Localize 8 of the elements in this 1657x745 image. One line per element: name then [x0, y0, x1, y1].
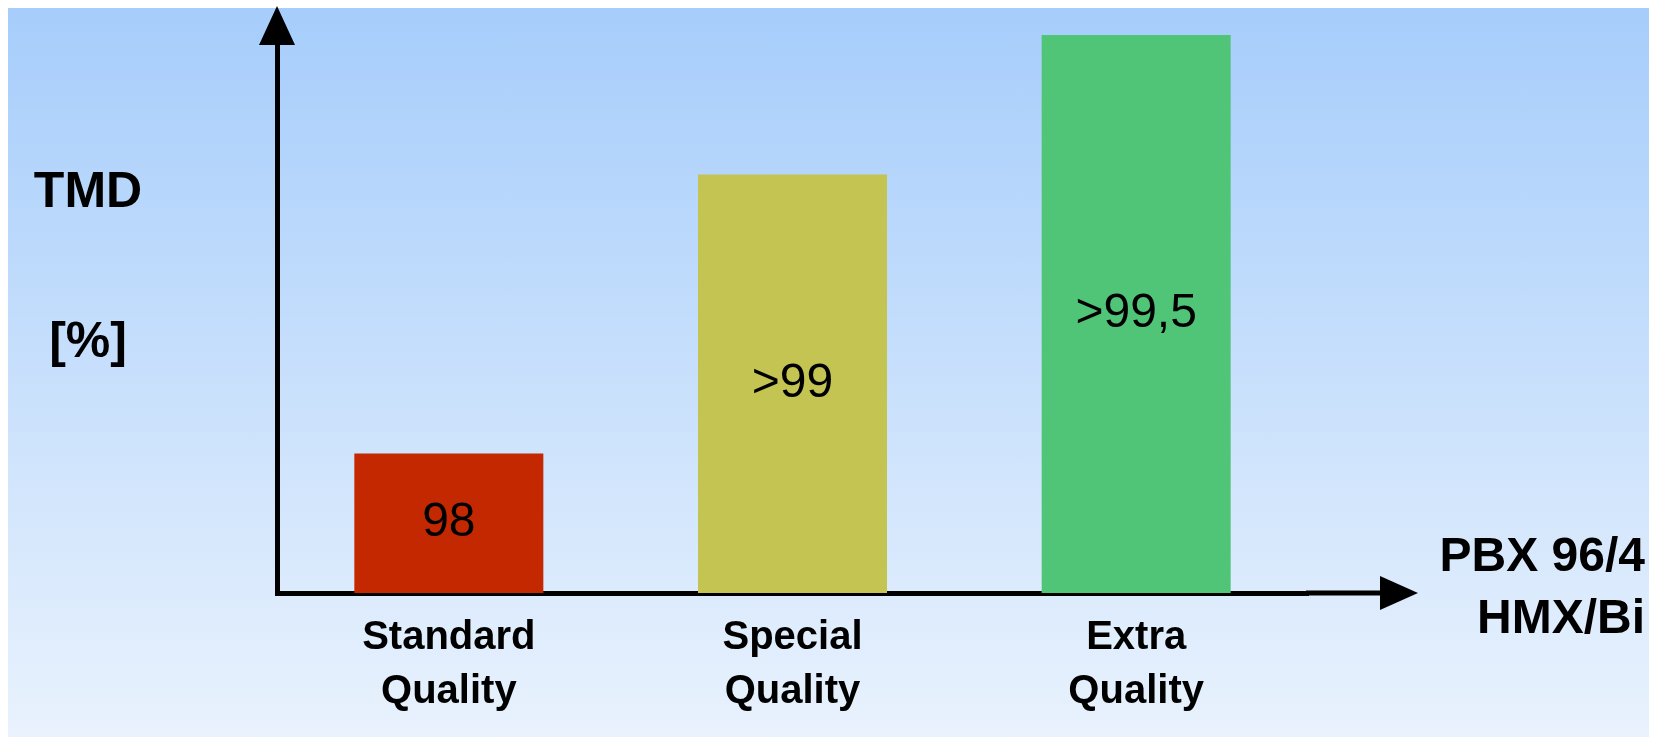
x-tick-label: Standard Quality — [362, 613, 536, 712]
data-label: >99,5 — [1075, 284, 1197, 338]
data-label: >99 — [751, 353, 834, 407]
x-tick-label: Extra Quality — [1068, 613, 1205, 712]
data-label: 98 — [422, 493, 476, 547]
text: TMD [%] — [33, 161, 143, 368]
x-tick-label: Special Quality — [722, 613, 863, 712]
x-axis-title: PBX 96/4 HMX/Bi — [1439, 528, 1646, 644]
